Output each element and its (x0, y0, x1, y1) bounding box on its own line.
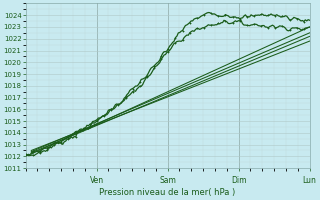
X-axis label: Pression niveau de la mer( hPa ): Pression niveau de la mer( hPa ) (100, 188, 236, 197)
